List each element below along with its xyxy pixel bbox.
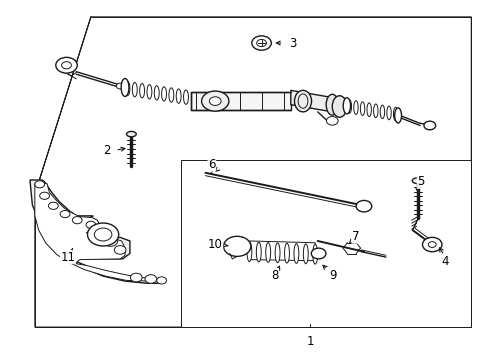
Ellipse shape bbox=[294, 90, 311, 112]
Ellipse shape bbox=[293, 244, 298, 264]
Polygon shape bbox=[181, 160, 470, 327]
Ellipse shape bbox=[343, 98, 350, 114]
Ellipse shape bbox=[275, 243, 280, 263]
Circle shape bbox=[40, 192, 49, 199]
Circle shape bbox=[326, 117, 337, 125]
Circle shape bbox=[256, 40, 266, 46]
Circle shape bbox=[422, 237, 441, 252]
Ellipse shape bbox=[312, 244, 317, 264]
Text: 3: 3 bbox=[289, 36, 296, 50]
Ellipse shape bbox=[386, 106, 390, 120]
Circle shape bbox=[223, 236, 250, 256]
Text: 7: 7 bbox=[351, 230, 359, 243]
Ellipse shape bbox=[284, 243, 289, 263]
Circle shape bbox=[116, 83, 124, 89]
Circle shape bbox=[311, 248, 325, 259]
Text: 5: 5 bbox=[416, 175, 424, 188]
Ellipse shape bbox=[298, 94, 307, 108]
Ellipse shape bbox=[411, 178, 422, 184]
Ellipse shape bbox=[331, 96, 346, 117]
Ellipse shape bbox=[125, 81, 130, 96]
Polygon shape bbox=[35, 184, 151, 281]
Text: 6: 6 bbox=[208, 158, 215, 171]
Polygon shape bbox=[190, 92, 290, 110]
Circle shape bbox=[423, 121, 435, 130]
Circle shape bbox=[114, 246, 126, 254]
Ellipse shape bbox=[246, 242, 251, 262]
Circle shape bbox=[157, 277, 166, 284]
Ellipse shape bbox=[126, 131, 136, 137]
Text: 11: 11 bbox=[61, 251, 75, 264]
Ellipse shape bbox=[360, 102, 364, 116]
Circle shape bbox=[87, 223, 119, 246]
Ellipse shape bbox=[183, 90, 188, 104]
Text: 9: 9 bbox=[329, 269, 336, 282]
Polygon shape bbox=[290, 90, 331, 112]
Text: 4: 4 bbox=[441, 255, 448, 268]
Circle shape bbox=[56, 57, 77, 73]
Circle shape bbox=[35, 181, 44, 188]
Ellipse shape bbox=[132, 82, 137, 97]
Ellipse shape bbox=[393, 107, 397, 121]
Ellipse shape bbox=[366, 103, 370, 117]
Polygon shape bbox=[249, 241, 315, 261]
Ellipse shape bbox=[154, 86, 159, 100]
Circle shape bbox=[61, 62, 71, 69]
Ellipse shape bbox=[380, 105, 384, 119]
Ellipse shape bbox=[147, 85, 152, 99]
Circle shape bbox=[103, 235, 118, 246]
Circle shape bbox=[209, 97, 221, 105]
Circle shape bbox=[427, 242, 435, 247]
Ellipse shape bbox=[325, 94, 338, 115]
Polygon shape bbox=[30, 180, 161, 283]
Circle shape bbox=[94, 228, 112, 241]
Circle shape bbox=[72, 217, 82, 224]
Circle shape bbox=[145, 275, 157, 283]
Ellipse shape bbox=[176, 89, 181, 103]
Ellipse shape bbox=[353, 101, 357, 114]
Circle shape bbox=[130, 273, 142, 282]
Circle shape bbox=[60, 211, 70, 218]
Ellipse shape bbox=[161, 87, 166, 101]
Polygon shape bbox=[35, 17, 470, 327]
Text: 1: 1 bbox=[306, 335, 313, 348]
Circle shape bbox=[86, 221, 96, 228]
Circle shape bbox=[48, 202, 58, 210]
Text: 8: 8 bbox=[270, 269, 278, 282]
Text: 10: 10 bbox=[207, 238, 222, 251]
Ellipse shape bbox=[346, 100, 351, 113]
Ellipse shape bbox=[303, 244, 307, 264]
Ellipse shape bbox=[373, 104, 377, 118]
Ellipse shape bbox=[121, 78, 129, 96]
Text: 2: 2 bbox=[103, 144, 110, 157]
Ellipse shape bbox=[140, 84, 144, 98]
Ellipse shape bbox=[394, 108, 401, 123]
Ellipse shape bbox=[265, 243, 270, 262]
Circle shape bbox=[251, 36, 271, 50]
Circle shape bbox=[201, 91, 228, 111]
Circle shape bbox=[355, 201, 371, 212]
Ellipse shape bbox=[168, 88, 173, 102]
Ellipse shape bbox=[256, 242, 261, 262]
